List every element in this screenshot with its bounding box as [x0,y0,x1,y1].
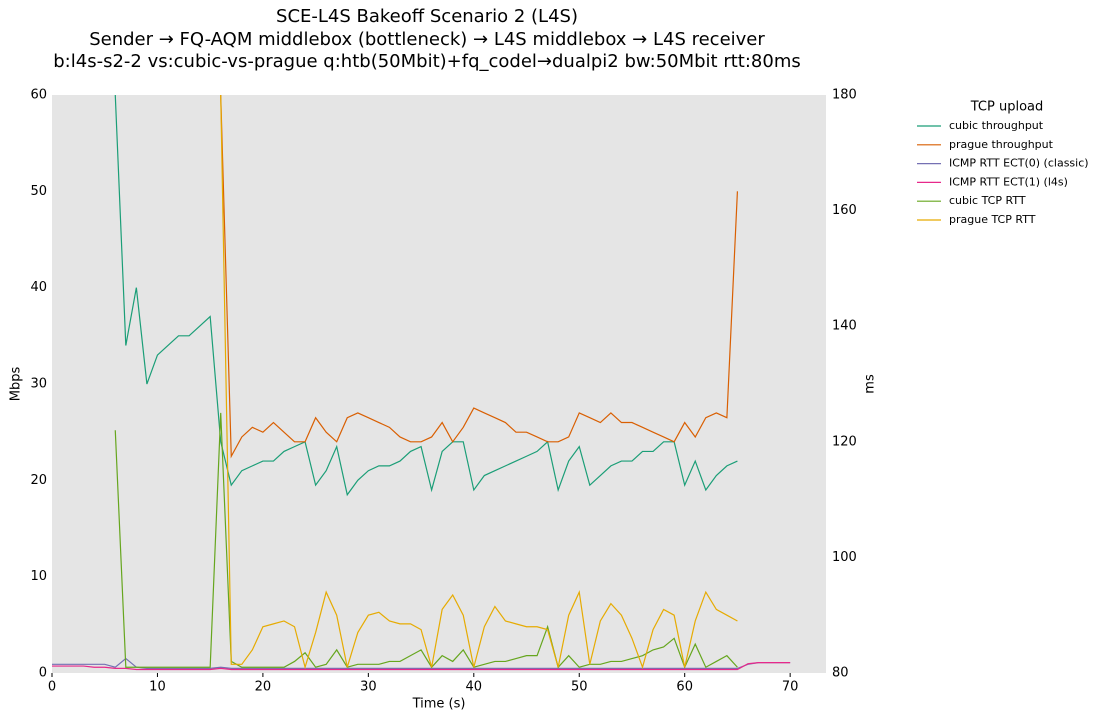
y-tick-label: 60 [30,88,47,103]
x-tick-label: 70 [782,680,799,695]
y-tick-label: 30 [30,377,47,392]
x-axis-label: Time (s) [412,697,466,712]
series-line [220,95,738,670]
series-line [52,657,791,669]
y2-tick-label: 140 [832,319,857,334]
y-tick-label: 40 [30,280,47,295]
chart-subtitle: Sender → FQ-AQM middlebox (bottleneck) →… [89,29,765,50]
x-tick-label: 10 [149,680,166,695]
x-tick-label: 40 [466,680,483,695]
y2-axis-label: ms [863,374,878,394]
y2-tick-label: 160 [832,203,857,218]
y-axis-label: Mbps [9,367,24,402]
y-tick-label: 50 [30,184,47,199]
y-tick-label: 10 [30,569,47,584]
legend-title: TCP upload [970,100,1044,115]
legend-label: prague TCP RTT [949,213,1036,226]
legend-label: cubic throughput [949,119,1044,132]
legend-label: cubic TCP RTT [949,194,1026,207]
series-line [52,662,791,671]
y2-tick-label: 120 [832,434,857,449]
chart-subtitle: b:l4s-s2-2 vs:cubic-vs-prague q:htb(50Mb… [53,51,800,72]
plot-area [52,95,826,673]
y2-tick-label: 100 [832,550,857,565]
series-line [220,95,739,459]
legend-label: ICMP RTT ECT(0) (classic) [949,157,1089,170]
y-tick-label: 0 [39,666,47,681]
plot-lines [52,95,791,671]
y-tick-label: 20 [30,473,47,488]
legend-label: prague throughput [949,138,1054,151]
x-tick-label: 60 [676,680,693,695]
x-tick-label: 20 [255,680,272,695]
y2-tick-label: 180 [832,88,857,103]
series-line [114,412,738,669]
x-tick-label: 50 [571,680,588,695]
series-line [114,95,738,497]
legend-label: ICMP RTT ECT(1) (l4s) [949,175,1068,188]
x-tick-label: 30 [360,680,377,695]
chart-title: SCE-L4S Bakeoff Scenario 2 (L4S) [276,6,578,27]
x-tick-label: 0 [48,680,56,695]
y2-tick-label: 80 [832,666,849,681]
